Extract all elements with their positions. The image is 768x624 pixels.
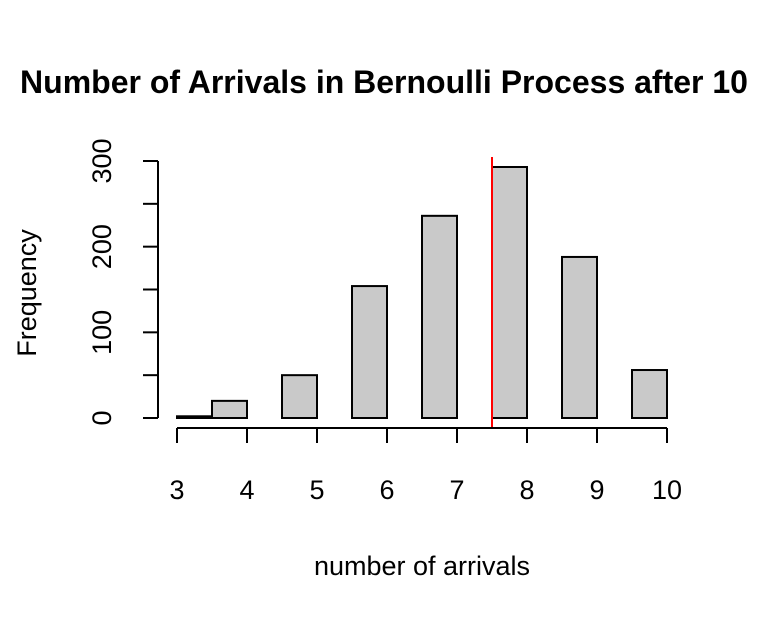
histogram-bar xyxy=(211,399,248,420)
x-tick-label: 6 xyxy=(379,475,394,505)
histogram-bar xyxy=(281,374,318,419)
y-tick-label: 100 xyxy=(87,310,117,355)
x-tick-label: 3 xyxy=(169,475,184,505)
x-tick-label: 5 xyxy=(309,475,324,505)
histogram-bar xyxy=(631,369,668,420)
x-tick-label: 8 xyxy=(519,475,534,505)
y-tick-label: 0 xyxy=(87,410,117,425)
y-tick-label: 300 xyxy=(87,138,117,183)
histogram-bar xyxy=(351,285,388,419)
y-tick-label: 200 xyxy=(87,224,117,269)
y-axis: 0 100 200 300 xyxy=(87,138,159,426)
bars-group xyxy=(176,165,668,420)
y-axis-label: Frequency xyxy=(12,229,42,357)
x-axis: 3 4 5 6 7 8 9 10 xyxy=(169,427,682,505)
histogram-bar xyxy=(176,415,213,419)
x-tick-label: 10 xyxy=(652,475,682,505)
x-tick-label: 7 xyxy=(449,475,464,505)
x-tick-label: 4 xyxy=(239,475,254,505)
histogram-bar xyxy=(561,255,598,419)
histogram-bar xyxy=(491,165,528,419)
x-axis-label: number of arrivals xyxy=(314,551,530,581)
chart-title: Number of Arrivals in Bernoulli Process … xyxy=(20,64,748,100)
x-tick-label: 9 xyxy=(589,475,604,505)
histogram-bar xyxy=(421,214,458,419)
